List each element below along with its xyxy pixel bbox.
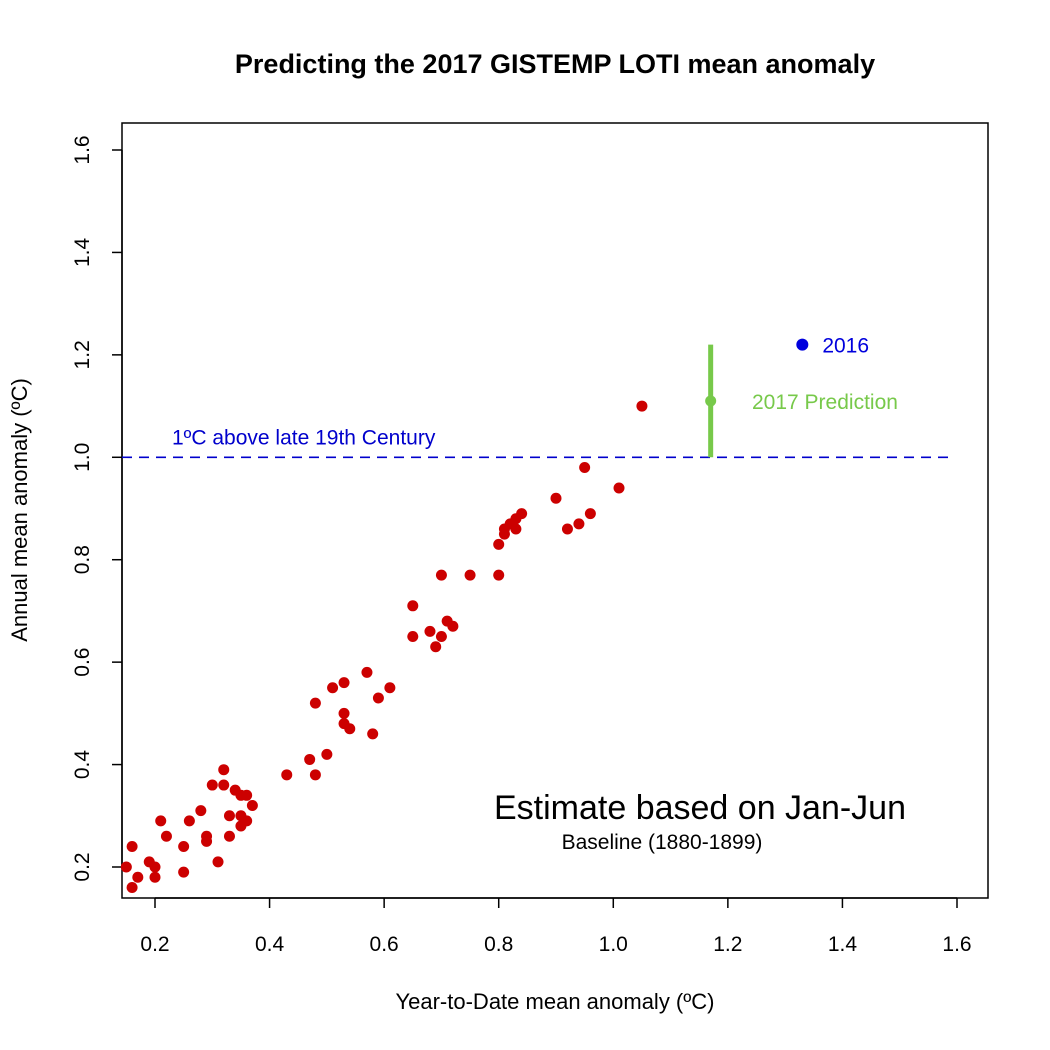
data-point — [435, 569, 447, 581]
data-point — [613, 482, 625, 494]
data-point — [636, 400, 648, 412]
y-axis: 0.2 0.4 0.6 0.8 1.0 1.2 1.4 1.6 — [71, 135, 123, 882]
data-point — [201, 830, 213, 842]
data-point — [579, 462, 591, 474]
data-point — [206, 779, 218, 791]
data-point — [309, 769, 321, 781]
highlight-label-2016: 2016 — [822, 335, 869, 358]
x-tick-label: 1.6 — [942, 933, 971, 956]
x-tick-label: 0.6 — [370, 933, 399, 956]
data-point — [120, 861, 132, 873]
prediction-point — [705, 395, 717, 407]
x-tick-label: 1.2 — [713, 933, 742, 956]
data-points — [120, 400, 648, 893]
data-point — [218, 779, 230, 791]
data-point — [550, 492, 562, 504]
data-point — [384, 682, 396, 694]
x-tick-label: 1.4 — [828, 933, 858, 956]
data-point — [126, 841, 138, 853]
data-point — [407, 600, 419, 612]
y-tick-label: 0.6 — [71, 648, 94, 677]
data-point — [241, 789, 253, 801]
y-tick-label: 1.0 — [71, 443, 94, 472]
y-tick-label: 0.8 — [71, 545, 94, 574]
annotation-main: Estimate based on Jan-Jun — [494, 789, 906, 827]
x-tick-label: 0.2 — [140, 933, 169, 956]
x-tick-label: 0.4 — [255, 933, 285, 956]
y-tick-label: 1.6 — [71, 135, 94, 164]
data-point — [321, 748, 333, 760]
annotation-sub: Baseline (1880-1899) — [562, 831, 763, 854]
x-axis: 0.2 0.4 0.6 0.8 1.0 1.2 1.4 1.6 — [140, 897, 972, 956]
x-tick-label: 0.8 — [484, 933, 513, 956]
data-point — [338, 677, 350, 689]
reference-line-label: 1ºC above late 19th Century — [172, 426, 436, 449]
data-point — [132, 871, 144, 883]
data-point — [561, 523, 573, 535]
data-point — [447, 620, 459, 632]
data-point — [246, 800, 258, 812]
data-point — [493, 569, 505, 581]
data-point — [435, 631, 447, 643]
data-point — [309, 697, 321, 709]
data-point — [573, 518, 585, 530]
y-tick-label: 0.2 — [71, 852, 94, 881]
data-point — [493, 538, 505, 550]
data-point — [367, 728, 379, 740]
data-point — [281, 769, 293, 781]
data-point — [516, 508, 528, 520]
data-point — [430, 641, 442, 653]
data-point — [407, 631, 419, 643]
x-axis-label: Year-to-Date mean anomaly (ºC) — [395, 989, 714, 1014]
data-point — [212, 856, 224, 868]
data-point — [195, 805, 207, 817]
data-point — [327, 682, 339, 694]
data-point — [178, 841, 190, 853]
data-point — [372, 692, 384, 704]
y-axis-label: Annual mean anomaly (ºC) — [7, 378, 32, 642]
data-point — [361, 666, 373, 678]
y-tick-label: 1.4 — [71, 238, 94, 268]
data-point — [464, 569, 476, 581]
plot-frame — [121, 122, 989, 899]
highlight-point-2016 — [796, 338, 809, 351]
y-tick-label: 1.2 — [71, 340, 94, 369]
data-point — [584, 508, 596, 520]
data-point — [155, 815, 167, 827]
data-point — [304, 753, 316, 765]
prediction-label: 2017 Prediction — [752, 391, 898, 414]
data-point — [183, 815, 195, 827]
chart-title: Predicting the 2017 GISTEMP LOTI mean an… — [235, 49, 875, 79]
data-point — [149, 861, 161, 873]
data-point — [338, 707, 350, 719]
y-tick-label: 0.4 — [71, 750, 94, 780]
data-point — [241, 815, 253, 827]
data-point — [510, 523, 522, 535]
data-point — [344, 723, 356, 735]
data-point — [178, 866, 190, 878]
data-point — [223, 810, 235, 822]
data-point — [126, 881, 138, 893]
data-point — [149, 871, 161, 883]
data-point — [223, 830, 235, 842]
data-point — [160, 830, 172, 842]
x-tick-label: 1.0 — [599, 933, 628, 956]
data-point — [218, 764, 230, 776]
data-point — [424, 625, 436, 637]
